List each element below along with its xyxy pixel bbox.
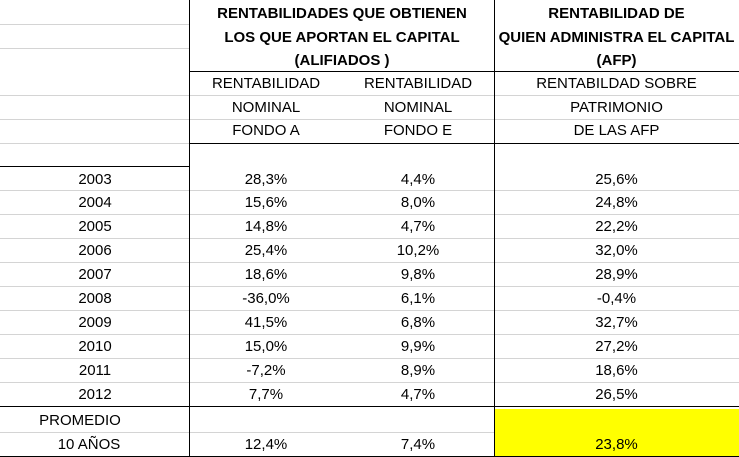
header-row-1: RENTABILIDADES QUE OBTIENEN RENTABILIDAD… bbox=[0, 2, 739, 26]
table-row: 2006 25,4% 10,2% 32,0% bbox=[0, 239, 739, 263]
fondo-a-cell: 7,7% bbox=[248, 386, 284, 403]
fondo-e-cell: 8,9% bbox=[400, 362, 436, 379]
table-row: 2004 15,6% 8,0% 24,8% bbox=[0, 191, 739, 215]
fondo-e-cell: 6,1% bbox=[400, 290, 436, 307]
group-b-title-line1: RENTABILIDAD DE bbox=[548, 5, 685, 22]
table-row: 2009 41,5% 6,8% 32,7% bbox=[0, 311, 739, 335]
fondo-e-cell: 9,9% bbox=[400, 338, 436, 355]
col-afp-header-line1: RENTABILDAD SOBRE bbox=[536, 75, 697, 92]
average-afp: 23,8% bbox=[595, 436, 638, 453]
fondo-a-cell: -7,2% bbox=[246, 362, 286, 379]
fondo-a-cell: -36,0% bbox=[242, 290, 290, 307]
group-a-title-line1: RENTABILIDADES QUE OBTIENEN bbox=[217, 5, 467, 22]
average-afp-highlight bbox=[495, 409, 739, 457]
year-cell: 2010 bbox=[78, 338, 112, 355]
table-row: 2011 -7,2% 8,9% 18,6% bbox=[0, 359, 739, 383]
afp-cell: 32,0% bbox=[595, 242, 638, 259]
year-cell: 2011 bbox=[78, 362, 112, 379]
col-afp-header-line2: PATRIMONIO bbox=[570, 99, 663, 116]
year-cell: 2005 bbox=[78, 218, 112, 235]
fondo-e-cell: 4,7% bbox=[400, 218, 436, 235]
fondo-e-cell: 10,2% bbox=[396, 242, 440, 259]
afp-cell: -0,4% bbox=[596, 290, 637, 307]
col-e-header-line1: RENTABILIDAD bbox=[363, 75, 473, 92]
fondo-a-cell: 15,6% bbox=[244, 194, 288, 211]
fondo-a-cell: 14,8% bbox=[244, 218, 288, 235]
afp-cell: 18,6% bbox=[595, 362, 638, 379]
average-label-line2: 10 AÑOS bbox=[57, 436, 121, 453]
group-b-title-line3: (AFP) bbox=[596, 52, 637, 69]
afp-cell: 26,5% bbox=[595, 386, 638, 403]
year-cell: 2012 bbox=[78, 386, 112, 403]
fondo-e-cell: 6,8% bbox=[400, 314, 436, 331]
table-row: 2012 7,7% 4,7% 26,5% bbox=[0, 383, 739, 407]
fondo-a-cell: 41,5% bbox=[244, 314, 288, 331]
table-row: 2003 28,3% 4,4% 25,6% bbox=[0, 168, 739, 192]
average-row: 10 AÑOS 12,4% 7,4% 23,8% bbox=[0, 433, 739, 457]
afp-cell: 25,6% bbox=[595, 171, 638, 188]
fondo-a-cell: 15,0% bbox=[244, 338, 288, 355]
year-cell: 2007 bbox=[78, 266, 112, 283]
fondo-e-cell: 9,8% bbox=[400, 266, 436, 283]
col-e-header-line3: FONDO E bbox=[383, 122, 453, 139]
afp-cell: 32,7% bbox=[595, 314, 638, 331]
fondo-e-cell: 4,7% bbox=[400, 386, 436, 403]
group-a-title-line3: (ALIFIADOS ) bbox=[294, 52, 390, 69]
afp-cell: 22,2% bbox=[595, 218, 638, 235]
subheader-row-2: NOMINAL NOMINAL PATRIMONIO bbox=[0, 96, 739, 120]
afp-cell: 27,2% bbox=[595, 338, 638, 355]
col-afp-header-line3: DE LAS AFP bbox=[573, 122, 660, 139]
year-cell: 2008 bbox=[78, 290, 112, 307]
fondo-a-cell: 28,3% bbox=[244, 171, 288, 188]
fondo-e-cell: 8,0% bbox=[400, 194, 436, 211]
fondo-a-cell: 18,6% bbox=[244, 266, 288, 283]
group-b-title-line2: QUIEN ADMINISTRA EL CAPITAL bbox=[498, 29, 735, 46]
year-cell: 2009 bbox=[78, 314, 112, 331]
fondo-e-cell: 4,4% bbox=[400, 171, 436, 188]
subheader-row-1: RENTABILIDAD RENTABILIDAD RENTABILDAD SO… bbox=[0, 72, 739, 96]
table-row: 2007 18,6% 9,8% 28,9% bbox=[0, 263, 739, 287]
afp-cell: 24,8% bbox=[595, 194, 638, 211]
fondo-a-cell: 25,4% bbox=[244, 242, 288, 259]
year-cell: 2003 bbox=[78, 171, 112, 188]
col-a-header-line1: RENTABILIDAD bbox=[211, 75, 321, 92]
average-label-line1: PROMEDIO bbox=[39, 412, 121, 429]
group-a-title-line2: LOS QUE APORTAN EL CAPITAL bbox=[224, 29, 460, 46]
year-cell: 2004 bbox=[78, 194, 112, 211]
col-a-header-line2: NOMINAL bbox=[231, 99, 301, 116]
col-a-header-line3: FONDO A bbox=[232, 122, 300, 139]
header-row-3: (ALIFIADOS ) (AFP) bbox=[0, 49, 739, 73]
average-fondo-a: 12,4% bbox=[244, 436, 288, 453]
col-e-header-line2: NOMINAL bbox=[383, 99, 453, 116]
table-row: 2005 14,8% 4,7% 22,2% bbox=[0, 215, 739, 239]
year-cell: 2006 bbox=[78, 242, 112, 259]
header-row-2: LOS QUE APORTAN EL CAPITAL QUIEN ADMINIS… bbox=[0, 26, 739, 50]
average-fondo-e: 7,4% bbox=[400, 436, 436, 453]
average-row-label: PROMEDIO bbox=[0, 409, 739, 433]
table-row: 2008 -36,0% 6,1% -0,4% bbox=[0, 287, 739, 311]
afp-cell: 28,9% bbox=[595, 266, 638, 283]
subheader-row-3: FONDO A FONDO E DE LAS AFP bbox=[0, 119, 739, 143]
table-row: 2010 15,0% 9,9% 27,2% bbox=[0, 335, 739, 359]
